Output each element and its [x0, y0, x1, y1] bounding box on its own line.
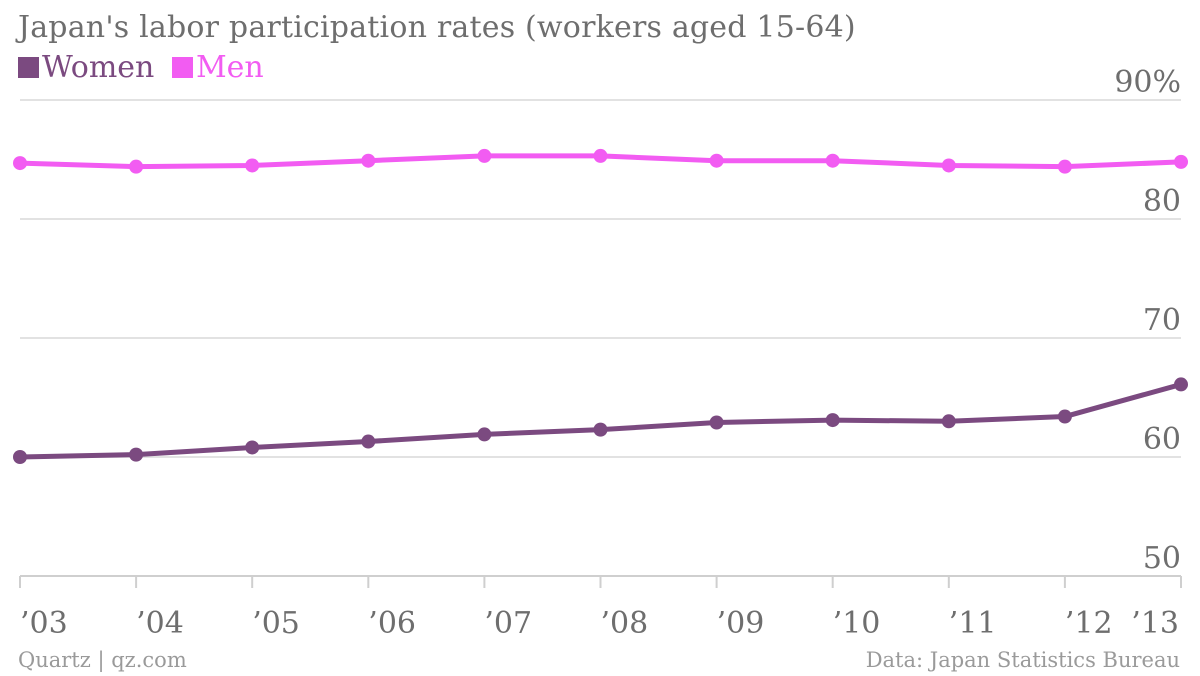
data-point-men	[709, 153, 724, 168]
data-point-women	[593, 422, 608, 437]
data-point-women	[477, 427, 492, 442]
data-point-men	[13, 156, 27, 171]
data-point-men	[1174, 154, 1188, 169]
y-tick-label-80: 80	[1143, 184, 1181, 219]
y-tick-label-70: 70	[1143, 303, 1181, 338]
data-point-women	[1174, 377, 1188, 392]
x-tick-label: ’09	[717, 606, 765, 641]
x-tick-label: ’03	[20, 606, 68, 641]
data-point-women	[361, 434, 376, 449]
legend-item-women: Women	[18, 50, 154, 85]
x-tick-label: ’06	[368, 606, 416, 641]
legend-label-women: Women	[42, 50, 155, 85]
data-point-men	[361, 153, 376, 168]
x-tick-label: ’04	[136, 606, 184, 641]
series-line-women	[17, 381, 1184, 460]
data-point-men	[129, 159, 144, 174]
data-point-women	[941, 414, 956, 429]
data-point-men	[245, 158, 260, 173]
data-point-men	[593, 148, 608, 163]
data-point-women	[709, 415, 724, 430]
x-tick-label: ’12	[1065, 606, 1113, 641]
legend: Women Men	[18, 50, 272, 86]
source-text: Data: Japan Statistics Bureau	[865, 648, 1180, 672]
data-point-women	[245, 440, 260, 455]
y-tick-label-60: 60	[1143, 422, 1181, 457]
legend-swatch-women	[18, 57, 39, 78]
x-tick-label: ’13	[1131, 606, 1179, 641]
y-tick-label-90: 90%	[1114, 65, 1181, 100]
y-tick-label-50: 50	[1143, 541, 1181, 576]
data-point-men	[477, 148, 492, 163]
legend-label-men: Men	[195, 50, 264, 85]
x-tick-label: ’08	[601, 606, 649, 641]
x-tick-label: ’10	[833, 606, 881, 641]
legend-swatch-men	[171, 57, 193, 78]
x-tick-label: ’05	[252, 606, 300, 641]
x-tick-label: ’11	[949, 606, 997, 641]
data-point-women	[13, 450, 27, 464]
x-tick-label: ’07	[484, 606, 532, 641]
data-point-men	[941, 158, 956, 173]
data-point-women	[825, 413, 840, 428]
chart-title: Japan's labor participation rates (worke…	[18, 10, 856, 45]
data-point-men	[1057, 159, 1072, 174]
data-point-women	[1057, 409, 1072, 424]
credit-text: Quartz | qz.com	[18, 648, 187, 672]
legend-item-men: Men	[171, 50, 264, 85]
data-point-men	[825, 153, 840, 168]
data-point-women	[129, 447, 144, 462]
